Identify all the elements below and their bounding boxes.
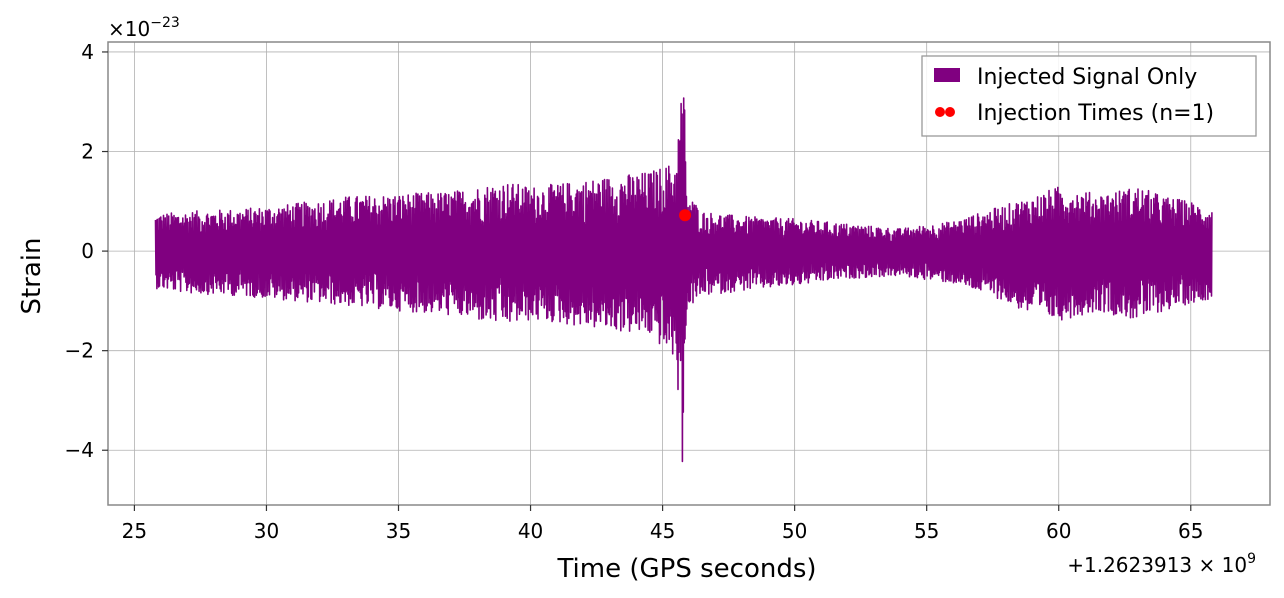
y-tick-label: −4 (65, 438, 94, 462)
legend-entry-signal: Injected Signal Only (977, 65, 1197, 90)
legend-marker-injection-b (945, 107, 955, 117)
signal-series (154, 97, 1213, 463)
x-axis-ticks: 25 30 35 40 45 50 55 60 65 (122, 505, 1203, 543)
x-tick-label: 35 (386, 519, 411, 543)
y-tick-label: 2 (81, 140, 94, 164)
y-tick-label: 4 (81, 40, 94, 64)
legend: Injected Signal Only Injection Times (n=… (921, 55, 1257, 137)
y-scale-label: ×10−23 (108, 15, 180, 41)
x-tick-label: 55 (914, 519, 939, 543)
x-tick-label: 40 (518, 519, 543, 543)
x-tick-label: 60 (1046, 519, 1071, 543)
legend-entry-injection: Injection Times (n=1) (977, 101, 1214, 126)
y-tick-label: −2 (65, 339, 94, 363)
plot-frame (107, 41, 1271, 506)
legend-box (921, 55, 1257, 137)
injection-markers (679, 209, 692, 222)
legend-swatch-signal (934, 68, 960, 82)
injection-point (679, 209, 692, 222)
signal-trace (154, 97, 1213, 463)
y-axis-label: Strain (17, 237, 47, 314)
x-axis-label: Time (GPS seconds) (556, 554, 816, 584)
legend-marker-injection-a (935, 107, 945, 117)
y-axis-ticks: −4 −2 0 2 4 (65, 40, 108, 462)
x-tick-label: 50 (782, 519, 807, 543)
x-tick-label: 45 (650, 519, 675, 543)
x-tick-label: 65 (1178, 519, 1203, 543)
x-tick-label: 25 (122, 519, 147, 543)
x-tick-label: 30 (254, 519, 279, 543)
y-tick-label: 0 (81, 239, 94, 263)
x-offset-label: +1.2623913 × 109 (1067, 551, 1256, 577)
